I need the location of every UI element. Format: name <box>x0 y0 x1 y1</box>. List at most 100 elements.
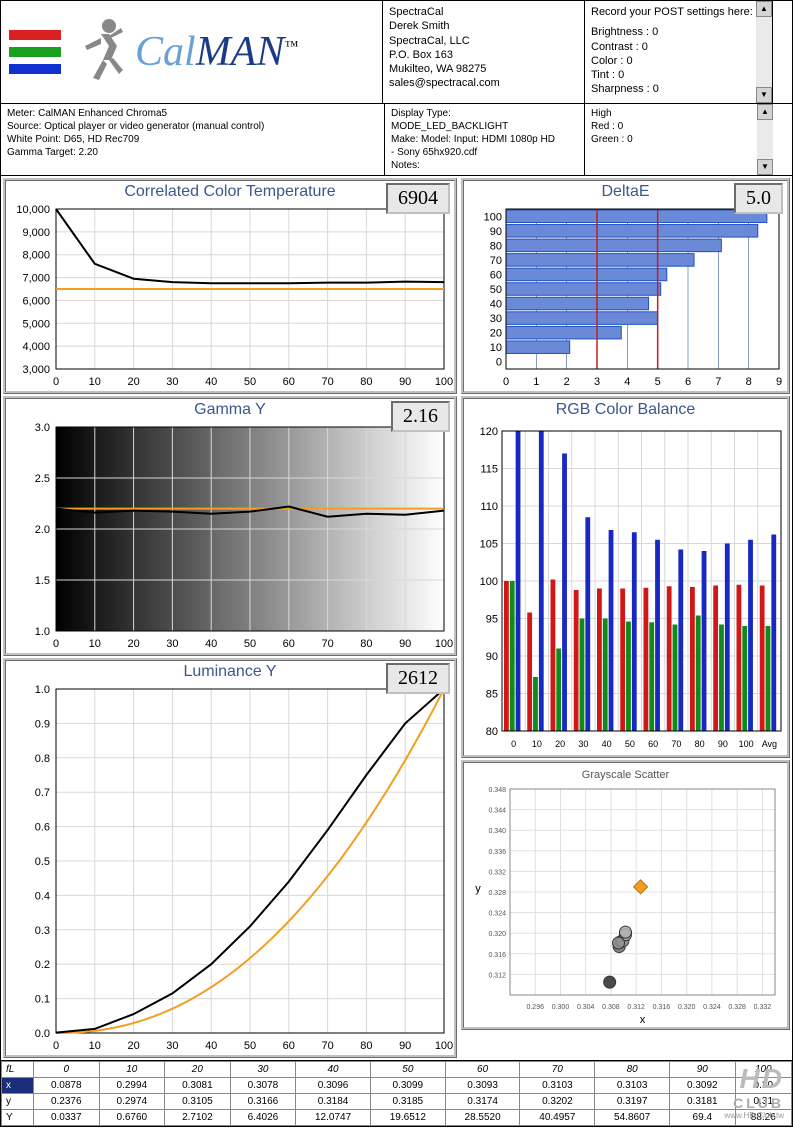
gamma-plot: 1.01.52.02.53.00102030405060708090100 <box>6 421 454 653</box>
svg-text:70: 70 <box>490 255 502 267</box>
cell: 0.3093 <box>445 1078 520 1094</box>
chart-title: Grayscale Scatter <box>464 763 787 783</box>
col-header: 70 <box>520 1062 595 1078</box>
cct-plot: 3,0004,0005,0006,0007,0008,0009,00010,00… <box>6 203 454 391</box>
svg-text:0.4: 0.4 <box>35 890 50 902</box>
svg-text:0: 0 <box>511 739 516 749</box>
svg-text:0.320: 0.320 <box>488 931 506 938</box>
svg-text:30: 30 <box>166 1040 178 1052</box>
svg-text:0.2: 0.2 <box>35 959 50 971</box>
info-line: Mukilteo, WA 98275 <box>389 62 578 76</box>
logo-bar-blue <box>9 64 61 74</box>
chart-title: Gamma Y <box>6 399 454 421</box>
scroll-up-icon[interactable]: ▲ <box>756 1 772 17</box>
svg-text:3.0: 3.0 <box>35 422 50 434</box>
scatter-chart: Grayscale Scatter 0.2960.3000.3040.3080.… <box>461 760 790 1030</box>
svg-text:60: 60 <box>283 1040 295 1052</box>
svg-text:0.320: 0.320 <box>678 1004 696 1011</box>
info-line: P.O. Box 163 <box>389 48 578 62</box>
svg-text:0.7: 0.7 <box>35 787 50 799</box>
svg-text:0.1: 0.1 <box>35 994 50 1006</box>
scrollbar[interactable]: ▲ ▼ <box>756 1 772 103</box>
scroll-down-icon[interactable]: ▼ <box>756 87 772 103</box>
cell: 0.2994 <box>99 1078 165 1094</box>
svg-text:30: 30 <box>490 313 502 325</box>
svg-text:80: 80 <box>490 240 502 252</box>
svg-text:10: 10 <box>89 376 101 388</box>
svg-text:5,000: 5,000 <box>22 318 50 330</box>
info-line: SpectraCal, LLC <box>389 34 578 48</box>
svg-text:0: 0 <box>496 357 502 369</box>
info-line: Source: Optical player or video generato… <box>7 120 378 133</box>
svg-text:0.3: 0.3 <box>35 925 50 937</box>
svg-text:7,000: 7,000 <box>22 273 50 285</box>
info-line: Brightness : 0 <box>591 25 766 39</box>
svg-text:0.340: 0.340 <box>488 828 506 835</box>
svg-text:10,000: 10,000 <box>16 204 50 216</box>
info-line: Contrast : 0 <box>591 40 766 54</box>
watermark-club: CLUB <box>724 1095 784 1111</box>
svg-text:0.348: 0.348 <box>488 787 506 794</box>
svg-text:50: 50 <box>625 739 635 749</box>
post-settings: Record your POST settings here: Brightne… <box>585 1 773 103</box>
post-title: Record your POST settings here: <box>591 5 766 19</box>
table-row: y0.23760.29740.31050.31660.31840.31850.3… <box>2 1094 792 1110</box>
rgb-chart: RGB Color Balance 8085909510010511011512… <box>461 396 790 758</box>
svg-text:0.328: 0.328 <box>488 890 506 897</box>
info-line: Make: Model: Input: HDMI 1080p HD <box>391 133 578 146</box>
meta-row: Meter: CalMAN Enhanced Chroma5Source: Op… <box>1 104 792 176</box>
display-info: Display Type:MODE_LED_BACKLIGHTMake: Mod… <box>385 104 585 175</box>
svg-text:40: 40 <box>205 1040 217 1052</box>
cell: 0.6760 <box>99 1110 165 1126</box>
row-label[interactable]: Y <box>2 1110 34 1126</box>
svg-text:4: 4 <box>624 376 630 388</box>
info-line: Tint : 0 <box>591 68 766 82</box>
scrollbar[interactable]: ▲ ▼ <box>757 104 773 175</box>
svg-text:0.8: 0.8 <box>35 753 50 765</box>
luminance-plot: 0.00.10.20.30.40.50.60.70.80.91.00102030… <box>6 683 454 1055</box>
company-info: SpectraCalDerek SmithSpectraCal, LLCP.O.… <box>383 1 585 103</box>
info-line: Color : 0 <box>591 54 766 68</box>
info-line: Notes: <box>391 159 578 172</box>
row-label[interactable]: x <box>2 1078 34 1094</box>
svg-text:20: 20 <box>127 638 139 650</box>
page: CalMAN™ SpectraCalDerek SmithSpectraCal,… <box>0 0 793 1127</box>
cell: 0.3202 <box>520 1094 595 1110</box>
svg-text:0.5: 0.5 <box>35 856 50 868</box>
svg-text:9,000: 9,000 <box>22 227 50 239</box>
table-header-row: fL0102030405060708090100 <box>2 1062 792 1078</box>
svg-text:1.5: 1.5 <box>35 575 50 587</box>
right-column: DeltaE 5.0 01234567891009080706050403020… <box>459 176 792 1060</box>
info-line: Sharpness : 0 <box>591 82 766 96</box>
info-line: Green : 0 <box>591 133 767 146</box>
cell: 54.8607 <box>595 1110 670 1126</box>
svg-text:90: 90 <box>399 638 411 650</box>
svg-text:10: 10 <box>532 739 542 749</box>
info-line: - Sony 65hx920.cdf <box>391 146 578 159</box>
scroll-down-icon[interactable]: ▼ <box>757 159 773 175</box>
svg-text:10: 10 <box>490 342 502 354</box>
svg-text:85: 85 <box>486 689 498 701</box>
svg-text:20: 20 <box>127 1040 139 1052</box>
svg-text:70: 70 <box>321 638 333 650</box>
svg-text:0.332: 0.332 <box>488 869 506 876</box>
svg-text:100: 100 <box>484 211 502 223</box>
svg-text:0.316: 0.316 <box>653 1004 671 1011</box>
cell: 6.4026 <box>230 1110 296 1126</box>
cct-value: 6904 <box>386 183 450 214</box>
svg-text:70: 70 <box>321 376 333 388</box>
svg-text:0.304: 0.304 <box>577 1004 595 1011</box>
row-label[interactable]: y <box>2 1094 34 1110</box>
scroll-up-icon[interactable]: ▲ <box>757 104 773 120</box>
svg-text:x: x <box>640 1014 646 1026</box>
svg-text:40: 40 <box>205 638 217 650</box>
cell: 12.0747 <box>296 1110 371 1126</box>
left-column: Correlated Color Temperature 6904 3,0004… <box>1 176 459 1060</box>
cell: 40.4957 <box>520 1110 595 1126</box>
deltae-chart: DeltaE 5.0 01234567891009080706050403020… <box>461 178 790 394</box>
meter-info: Meter: CalMAN Enhanced Chroma5Source: Op… <box>1 104 385 175</box>
chart-title: RGB Color Balance <box>464 399 787 421</box>
header: CalMAN™ SpectraCalDerek SmithSpectraCal,… <box>1 1 792 104</box>
watermark-hd: HD <box>724 1063 784 1095</box>
svg-text:0.336: 0.336 <box>488 849 506 856</box>
